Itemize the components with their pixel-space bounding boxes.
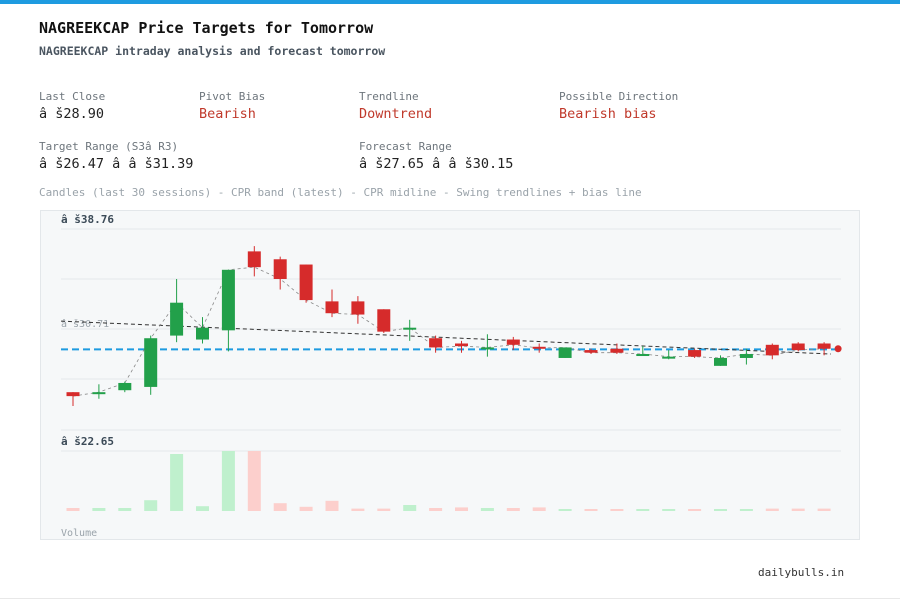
brand-footer[interactable]: dailybulls.in <box>758 566 845 579</box>
volume-bar <box>325 500 339 511</box>
candle-body <box>351 301 365 315</box>
volume-bar <box>506 508 520 511</box>
candle-body <box>196 327 209 340</box>
candle-body <box>429 338 443 348</box>
accent-bar <box>0 0 900 4</box>
metric-label: Possible Direction <box>559 90 679 103</box>
volume-label: Volume <box>61 528 97 539</box>
volume-bar <box>662 509 676 511</box>
candle-body <box>221 269 235 331</box>
page-subtitle: NAGREEKCAP intraday analysis and forecas… <box>39 44 386 58</box>
volume-bar <box>351 508 365 511</box>
candle-body <box>584 350 598 353</box>
volume-bar <box>170 454 184 511</box>
candle-body <box>765 344 779 356</box>
metric-label: Last Close <box>39 90 106 103</box>
candle-body <box>817 343 831 349</box>
volume-bar <box>144 500 158 511</box>
volume-bar <box>765 508 779 511</box>
metric-label: Pivot Bias <box>199 90 266 103</box>
candle-body <box>273 259 287 280</box>
volume-bar <box>196 506 209 511</box>
bottom-divider <box>0 598 900 599</box>
candle-body <box>118 382 132 391</box>
volume-bar <box>247 451 261 511</box>
volume-bar <box>584 509 598 511</box>
candle-body <box>377 309 391 332</box>
candle-body <box>247 251 261 268</box>
metric-forecast-range: Forecast Range â š27.65 â â š30.15 <box>359 140 513 172</box>
metric-target-range: Target Range (S3â R3) â š26.47 â â š31.3… <box>39 140 193 172</box>
metric-trendline: Trendline Downtrend <box>359 90 432 122</box>
candle-body <box>325 301 339 314</box>
candle-body <box>739 354 753 358</box>
candle-body <box>144 338 158 387</box>
volume-bar <box>688 509 702 511</box>
volume-bar <box>221 451 235 511</box>
candle-body <box>66 392 80 397</box>
close-path-line <box>72 266 825 397</box>
volume-bar <box>532 507 546 511</box>
price-top-label: â š38.76 <box>61 213 114 226</box>
candle-body <box>791 343 805 351</box>
volume-bar <box>791 508 805 511</box>
volume-bar <box>273 503 287 511</box>
metric-value: â š27.65 â â š30.15 <box>359 156 514 172</box>
candle-body <box>610 348 624 353</box>
page-title: NAGREEKCAP Price Targets for Tomorrow <box>39 19 374 37</box>
metric-label: Target Range (S3â R3) <box>39 140 179 153</box>
price-bottom-label: â š22.65 <box>61 435 114 448</box>
candle-body <box>92 392 106 395</box>
price-chart: â š38.76 â š22.65 â š30.71 Volume <box>40 210 860 540</box>
metric-value: Bearish bias <box>559 106 657 122</box>
swing-trendline <box>60 320 832 355</box>
volume-bar <box>714 509 727 511</box>
chart-legend-text: Candles (last 30 sessions) - CPR band (l… <box>39 186 642 199</box>
candle-body <box>299 264 313 301</box>
candle-body <box>455 343 468 347</box>
volume-bar <box>299 506 313 511</box>
candle-body <box>480 347 494 350</box>
last-close-marker <box>834 345 842 353</box>
volume-bar <box>480 508 494 511</box>
metric-value: Bearish <box>199 106 256 122</box>
candle-body <box>688 350 702 357</box>
candle-body <box>403 327 417 330</box>
metric-pivot-bias: Pivot Bias Bearish <box>199 90 265 122</box>
volume-bar <box>118 508 132 511</box>
cpr-value-label: â š30.71 <box>61 318 109 330</box>
metric-value: â š26.47 â â š31.39 <box>39 156 194 172</box>
chart-canvas: â š38.76 â š22.65 â š30.71 Volume <box>60 213 842 539</box>
volume-bar <box>739 509 753 511</box>
volume-bar <box>610 509 624 511</box>
candle-body <box>506 339 520 345</box>
metric-label: Trendline <box>359 90 419 103</box>
volume-bar <box>636 509 650 511</box>
volume-bar <box>66 508 80 511</box>
volume-bar <box>558 509 572 511</box>
metric-label: Forecast Range <box>359 140 452 153</box>
metric-value: Downtrend <box>359 106 433 122</box>
candle-body <box>714 357 727 366</box>
metric-last-close: Last Close â š28.90 <box>39 90 105 122</box>
volume-bar <box>92 508 106 511</box>
volume-bar <box>377 508 391 511</box>
metric-direction: Possible Direction Bearish bias <box>559 90 678 122</box>
candle-body <box>662 356 676 359</box>
volume-bar <box>455 507 468 511</box>
candle-body <box>532 346 546 349</box>
volume-bar <box>817 508 831 511</box>
candle-body <box>170 302 184 336</box>
volume-bar <box>429 508 443 511</box>
candle-body <box>558 347 572 358</box>
candle-body <box>636 354 650 357</box>
metric-value: â š28.90 <box>39 106 105 122</box>
volume-bar <box>403 505 417 511</box>
